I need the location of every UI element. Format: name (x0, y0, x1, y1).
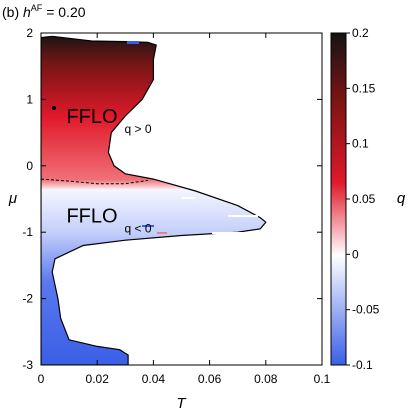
x-tick-label: 0.04 (142, 372, 166, 386)
region-label-q-negative: FFLO (66, 206, 117, 228)
fflo-phase-region (41, 35, 267, 365)
x-tick-label: 0.08 (254, 372, 278, 386)
region-label-q-positive: FFLO (66, 106, 117, 128)
colorbar-tick-label: 0.1 (352, 137, 369, 151)
region-sublabel: q < 0 (124, 222, 151, 236)
colorbar-ticks: 0.2 0.15 0.1 0.05 0 -0.05 -0.1 (346, 26, 380, 372)
y-axis-label: μ (8, 190, 17, 207)
x-axis-ticks: 0 0.02 0.04 0.06 0.08 0.1 (38, 33, 331, 386)
x-tick-label: 0 (38, 372, 45, 386)
region-sublabel: q > 0 (124, 122, 151, 136)
data-mark (127, 41, 139, 44)
data-mark (228, 215, 258, 217)
y-tick-label: -3 (22, 358, 33, 372)
data-mark (182, 197, 196, 199)
x-tick-label: 0.02 (86, 372, 110, 386)
data-dot (52, 106, 56, 110)
region-labels: FFLO q > 0 FFLO q < 0 (66, 106, 151, 236)
y-tick-label: -1 (22, 225, 33, 239)
data-mark (142, 225, 154, 227)
colorbar-tick-label: 0 (352, 247, 359, 261)
colorbar-tick-label: -0.05 (352, 303, 380, 317)
y-tick-label: 2 (26, 26, 33, 40)
colorbar-tick-label: 0.15 (352, 81, 376, 95)
colorbar-label: q (397, 190, 406, 207)
q-zero-boundary-line (41, 178, 148, 185)
chart-title: (b) hAF = 0.20 (2, 3, 86, 20)
y-tick-label: 1 (26, 92, 33, 106)
colorbar (330, 32, 347, 366)
y-tick-label: 0 (26, 159, 33, 173)
x-tick-label: 0.06 (198, 372, 222, 386)
data-mark (212, 232, 252, 234)
colorbar-tick-label: 0.05 (352, 192, 376, 206)
colorbar-tick-label: -0.1 (352, 358, 373, 372)
y-axis-ticks: -3 -2 -1 0 1 2 (22, 26, 322, 372)
data-mark (157, 232, 167, 234)
x-tick-label: 0.1 (314, 372, 331, 386)
y-tick-label: -2 (22, 292, 33, 306)
colorbar-tick-label: 0.2 (352, 26, 369, 40)
x-axis-label: T (176, 395, 187, 412)
